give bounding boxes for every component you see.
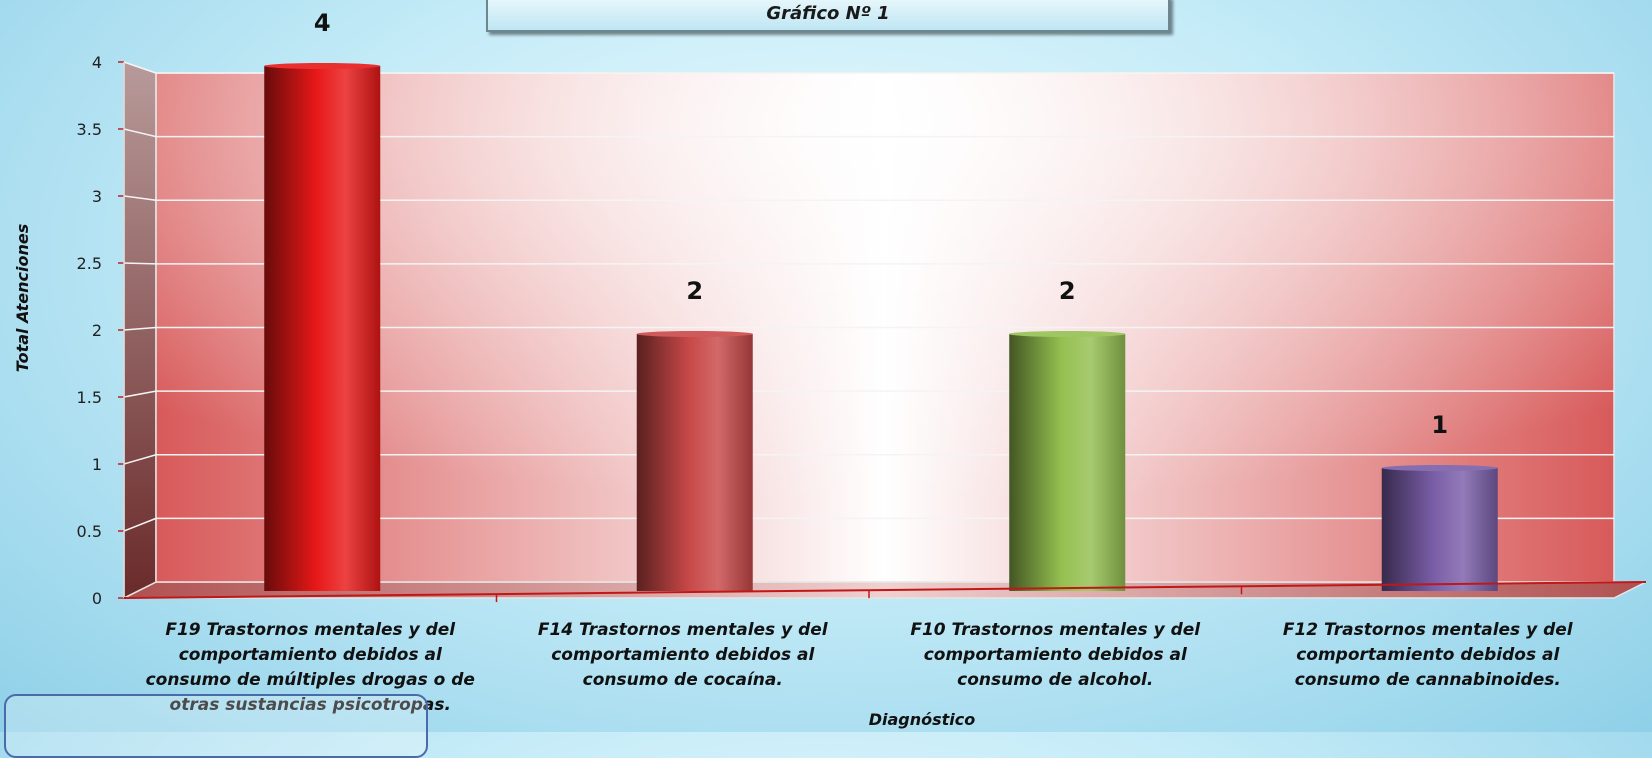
y-axis-title: Total Atenciones (13, 224, 32, 372)
bar (636, 334, 753, 591)
y-tick-label: 2.5 (77, 254, 102, 273)
y-tick-label: 2 (92, 321, 102, 340)
y-tick-label: 3.5 (77, 120, 102, 139)
x-tick-label: F12 Trastornos mentales y del comportami… (1282, 620, 1573, 690)
x-tick-label: F14 Trastornos mentales y del comportami… (537, 620, 828, 690)
chart: 00.511.522.533.54 42 21 Total Atenciones … (13, 9, 1647, 729)
corner-box (4, 694, 428, 758)
chart-title: Gráfico Nº 1 (486, 0, 1170, 32)
x-axis-title: Diagnóstico (869, 710, 976, 729)
bar (1009, 334, 1126, 591)
bar-top (1009, 331, 1126, 337)
gridlines (123, 61, 1614, 532)
data-label: 2 (1059, 277, 1076, 305)
x-tick-label: F10 Trastornos mentales y del comportami… (910, 620, 1201, 690)
bar-top (636, 331, 753, 337)
data-label: 4 (314, 9, 331, 37)
bar-top (264, 63, 381, 69)
bar (264, 66, 381, 591)
y-axis: 0 0.5 1 1.5 2 2.5 3 3.5 4 (77, 53, 125, 608)
y-tick-label: 0 (92, 589, 102, 608)
y-tick-label: 3 (92, 187, 102, 206)
y-tick-label: 4 (92, 53, 102, 72)
x-axis (123, 581, 1647, 603)
data-label: 2 (686, 277, 703, 305)
bar (1381, 468, 1498, 591)
y-tick-label: 1.5 (77, 388, 102, 407)
x-tick-label: F19 Trastornos mentales y del comportami… (145, 620, 475, 715)
y-tick-label: 1 (92, 455, 102, 474)
bar-top (1381, 465, 1498, 471)
y-tick-label: 0.5 (77, 522, 102, 541)
data-labels: 4 2 2 1 (314, 9, 1448, 439)
data-label: 1 (1431, 411, 1448, 439)
bars (264, 63, 1498, 591)
